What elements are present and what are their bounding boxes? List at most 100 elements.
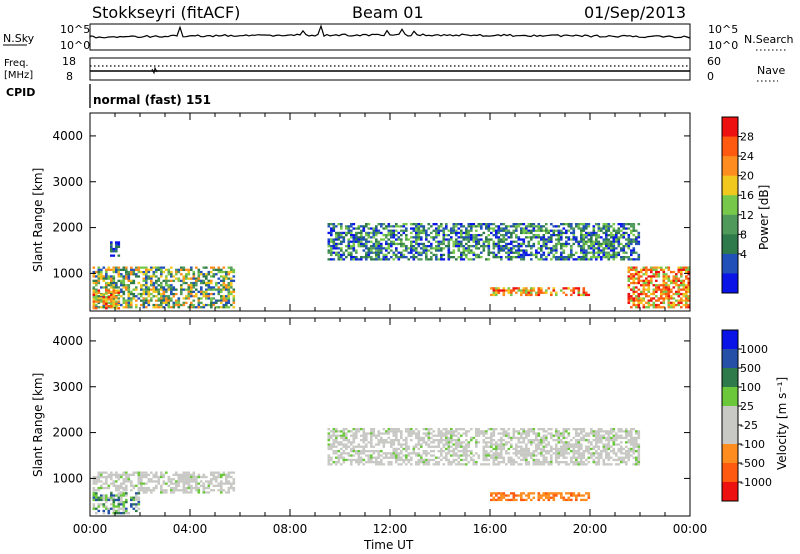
echo-cell	[107, 509, 111, 513]
echo-cell	[627, 452, 631, 455]
echo-cell	[117, 245, 121, 248]
echo-cell	[417, 258, 421, 261]
echo-cell	[607, 242, 611, 246]
echo-cell	[495, 428, 498, 431]
echo-cell	[562, 456, 566, 459]
echo-cell	[512, 496, 516, 499]
echo-cell	[357, 240, 361, 243]
echo-cell	[615, 240, 618, 243]
echo-cell	[455, 238, 458, 241]
echo-cell	[582, 461, 586, 464]
echo-cell	[427, 432, 431, 435]
echo-cell	[462, 463, 466, 466]
echo-cell	[440, 253, 443, 257]
echo-cell	[580, 445, 583, 448]
echo-cell	[522, 242, 526, 246]
echo-cell	[387, 231, 391, 235]
echo-cell	[380, 223, 383, 226]
colorbar-swatch	[722, 463, 738, 483]
echo-cell	[217, 306, 221, 309]
echo-cell	[527, 461, 531, 464]
echo-cell	[352, 249, 356, 252]
echo-cell	[592, 439, 596, 442]
echo-cell	[132, 503, 136, 506]
echo-cell	[220, 482, 223, 485]
echo-cell	[102, 302, 106, 305]
echo-cell	[205, 273, 208, 276]
echo-cell	[532, 287, 536, 290]
echo-cell	[340, 434, 343, 437]
echo-cell	[112, 286, 116, 289]
echo-cell	[217, 292, 221, 296]
echo-cell	[522, 287, 526, 290]
echo-cell	[560, 231, 563, 235]
echo-cell	[107, 301, 111, 304]
echo-cell	[530, 229, 533, 232]
echo-cell	[527, 245, 531, 248]
echo-cell	[442, 432, 446, 435]
echo-cell	[635, 299, 638, 302]
echo-cell	[125, 277, 128, 280]
nsky-panel: N.Sky 10^5 10^0 10^5 10^0 N.Search	[3, 23, 794, 52]
echo-cell	[160, 275, 163, 278]
echo-cell	[542, 434, 546, 437]
echo-cell	[375, 231, 378, 235]
echo-cell	[650, 277, 653, 280]
echo-cell	[647, 275, 651, 278]
echo-cell	[610, 430, 613, 433]
echo-cell	[455, 458, 458, 462]
echo-cell	[600, 251, 603, 254]
echo-cell	[347, 245, 351, 248]
echo-cell	[672, 297, 676, 300]
echo-cell	[532, 223, 536, 226]
echo-cell	[597, 245, 601, 248]
echo-cell	[105, 480, 108, 483]
echo-cell	[327, 461, 331, 464]
echo-cell	[210, 292, 213, 296]
echo-cell	[452, 231, 456, 235]
echo-cell	[427, 249, 431, 252]
echo-cell	[162, 306, 166, 309]
echo-cell	[385, 441, 388, 444]
echo-cell	[152, 303, 156, 307]
echo-cell	[112, 503, 116, 506]
echo-cell	[425, 432, 428, 435]
echo-cell	[122, 292, 126, 296]
echo-cell	[112, 501, 116, 504]
echo-cell	[600, 430, 603, 433]
echo-cell	[395, 234, 398, 237]
echo-cell	[500, 445, 503, 448]
echo-cell	[387, 428, 391, 431]
echo-cell	[435, 258, 438, 261]
echo-cell	[422, 463, 426, 466]
echo-cell	[447, 247, 451, 250]
echo-cell	[587, 251, 591, 254]
echo-cell	[482, 452, 486, 455]
echo-cell	[100, 293, 103, 297]
echo-cell	[675, 279, 678, 282]
echo-cell	[605, 223, 608, 226]
nsky-label: N.Sky	[3, 32, 35, 45]
echo-cell	[160, 484, 163, 487]
echo-cell	[140, 473, 143, 476]
echo-cell	[590, 256, 593, 259]
echo-cell	[522, 447, 526, 451]
echo-cell	[410, 452, 413, 455]
echo-cell	[417, 454, 421, 457]
echo-cell	[580, 229, 583, 232]
echo-cell	[665, 286, 668, 289]
echo-cell	[647, 290, 651, 293]
echo-cell	[190, 491, 193, 494]
echo-cell	[137, 501, 141, 504]
echo-cell	[585, 498, 588, 502]
echo-cell	[517, 238, 521, 241]
echo-cell	[467, 245, 471, 248]
echo-cell	[572, 234, 576, 237]
echo-cell	[202, 281, 206, 285]
echo-cell	[342, 236, 346, 239]
echo-cell	[112, 284, 116, 287]
echo-cell	[405, 249, 408, 252]
echo-cell	[377, 251, 381, 254]
echo-cell	[392, 450, 396, 453]
echo-cell	[412, 447, 416, 451]
